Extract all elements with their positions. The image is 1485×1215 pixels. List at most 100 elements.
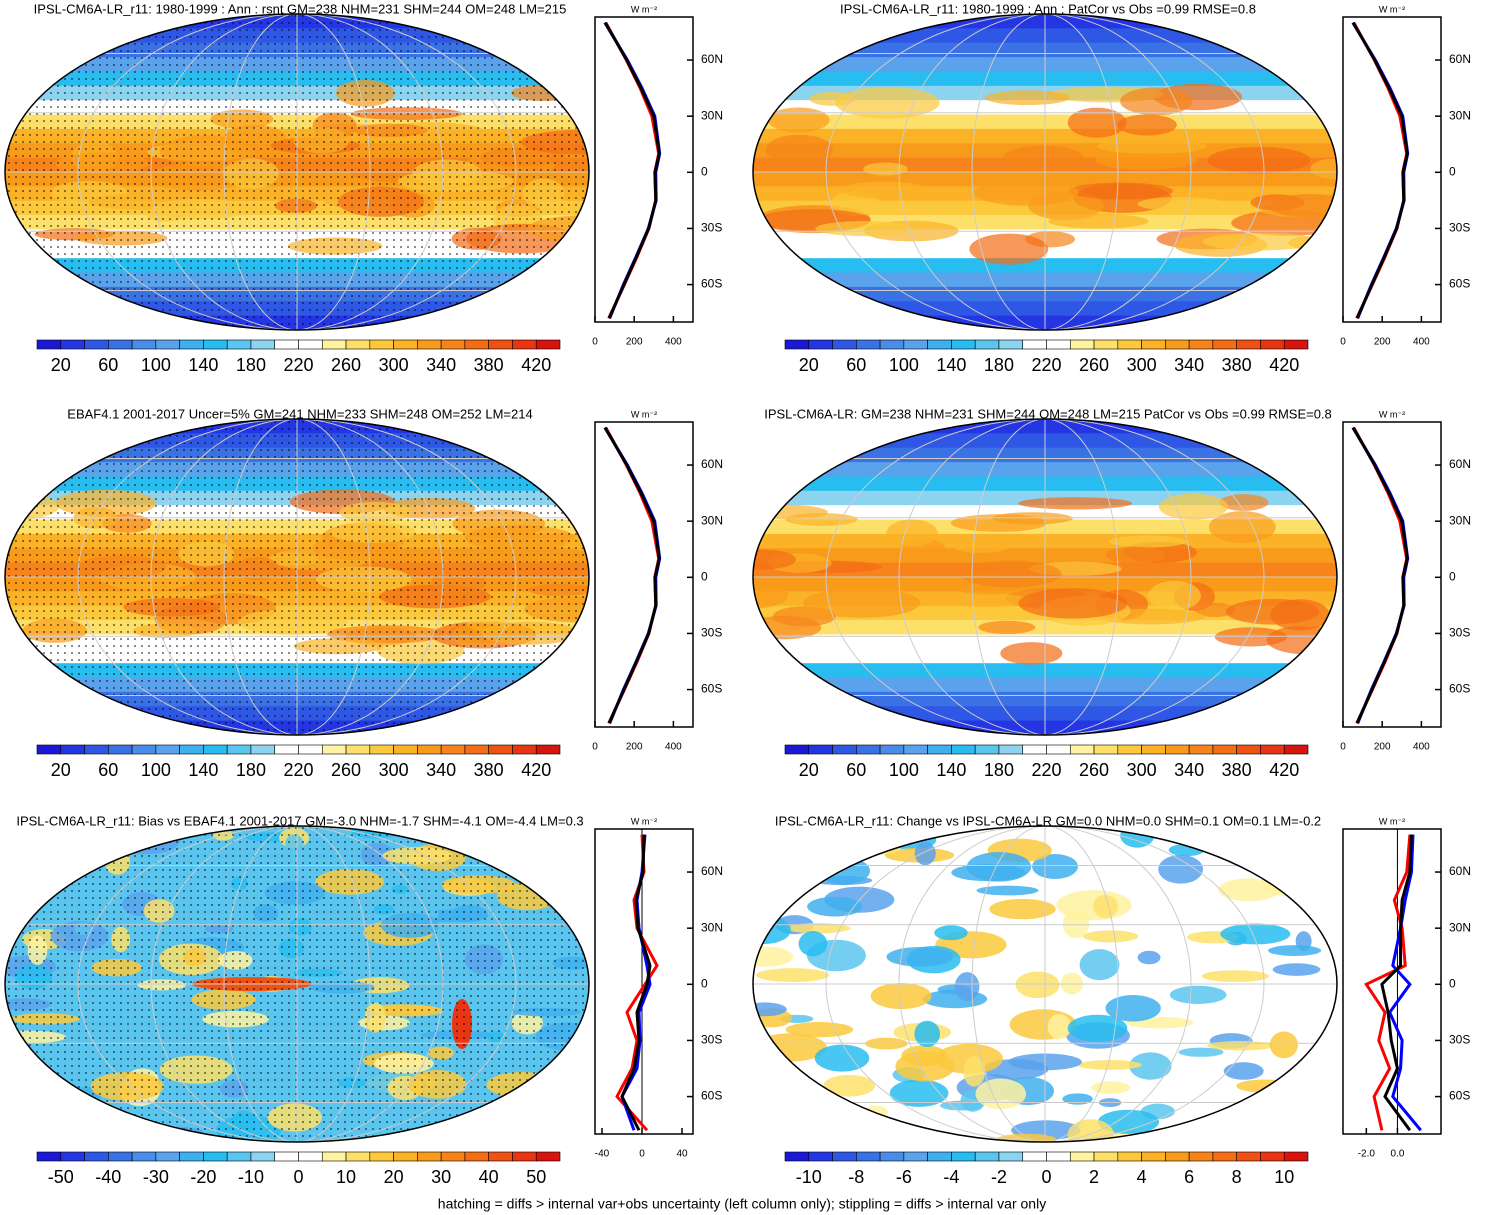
field-blob <box>1219 494 1269 511</box>
colorbar-box <box>203 1151 228 1162</box>
field-blob <box>1210 1110 1265 1135</box>
colorbar-box <box>108 744 133 755</box>
colorbar-label: 0 <box>1041 1167 1051 1187</box>
colorbar-label: 20 <box>384 1167 404 1187</box>
field-blob <box>985 90 1070 106</box>
field-blob <box>1158 854 1204 884</box>
field-blob <box>790 838 865 864</box>
profile-line <box>1380 834 1413 1132</box>
profile-unit: W m⁻² <box>1379 816 1405 826</box>
colorbar-label: 50 <box>526 1167 546 1187</box>
colorbar-box <box>856 1151 881 1162</box>
x-tick-label: 0 <box>1340 742 1346 753</box>
field-blob <box>548 862 589 887</box>
profile-line <box>603 21 661 319</box>
colorbar-box <box>84 744 109 755</box>
field-blob <box>1095 149 1198 170</box>
colorbar-box <box>879 339 905 350</box>
colorbar-box <box>393 339 418 350</box>
colorbar-label: -8 <box>848 1167 864 1187</box>
colorbar-label: 300 <box>1127 760 1157 780</box>
colorbar-box <box>784 339 810 350</box>
x-tick-label: 400 <box>1413 337 1430 348</box>
x-tick-label: 0 <box>639 1149 645 1160</box>
profile-frame <box>594 828 694 1135</box>
colorbar-label: 6 <box>1184 1167 1194 1187</box>
colorbar-box <box>927 744 952 755</box>
colorbar-label: 140 <box>936 760 966 780</box>
colorbar-box <box>1093 339 1119 350</box>
field-blob <box>996 1133 1057 1142</box>
colorbar-box <box>440 339 466 350</box>
colorbar-label: 30 <box>431 1167 451 1187</box>
field-blob <box>753 549 797 570</box>
colorbar-box <box>321 744 347 755</box>
field-blob <box>914 1020 941 1048</box>
colorbar-box <box>108 339 133 350</box>
colorbar-box <box>1212 339 1237 350</box>
field-blob <box>35 1084 70 1100</box>
map-field <box>5 14 589 330</box>
colorbar-box <box>1188 744 1214 755</box>
field-blob <box>1270 599 1330 631</box>
field-blob <box>1093 894 1118 919</box>
colorbar-label: 300 <box>379 355 409 375</box>
colorbar-box <box>488 1151 513 1162</box>
colorbar-box <box>179 744 204 755</box>
footnote: hatching = diffs > internal var+obs unce… <box>438 1196 1046 1212</box>
field-blob <box>543 1077 589 1109</box>
colorbar-box <box>784 1151 810 1162</box>
field-blob <box>1091 1081 1131 1095</box>
panel-title: IPSL-CM6A-LR_r11: 1980-1999 : Ann : rsnt… <box>34 1 567 16</box>
colorbar-label: 260 <box>1079 355 1109 375</box>
colorbar-box <box>203 744 228 755</box>
meridian <box>223 14 371 330</box>
field-blob <box>1301 1095 1337 1118</box>
field-blob <box>1068 182 1174 200</box>
field-blob <box>960 560 1062 588</box>
field-blob <box>954 972 980 1002</box>
profile-line <box>1351 426 1409 724</box>
field-blob <box>835 86 940 119</box>
field-blob <box>1077 1060 1142 1070</box>
y-tick-label: 30S <box>701 626 722 640</box>
field-blob <box>1067 107 1127 138</box>
colorbar-label: -40 <box>95 1167 121 1187</box>
colorbar-label: 0 <box>293 1167 303 1187</box>
y-tick-label: 30N <box>1449 513 1471 527</box>
colorbar-box <box>535 339 561 350</box>
field-blob <box>886 946 954 967</box>
meridian <box>77 826 517 1142</box>
field-blob <box>1120 87 1193 116</box>
y-tick-label: 0 <box>1449 569 1456 583</box>
colorbar-box <box>369 339 394 350</box>
field-blob <box>1220 923 1291 945</box>
field-blob <box>1283 830 1337 841</box>
panel-title: IPSL-CM6A-LR_r11: Bias vs EBAF4.1 2001-2… <box>16 813 583 828</box>
field-blob <box>5 1080 61 1100</box>
colorbar-box <box>856 744 881 755</box>
colorbar-box <box>1117 339 1142 350</box>
field-blob <box>522 1127 589 1141</box>
y-tick-label: 30S <box>1449 221 1470 235</box>
field-blob <box>798 931 828 957</box>
field-blob <box>753 581 789 609</box>
colorbar-box <box>1117 1151 1142 1162</box>
map-outline <box>752 13 1338 331</box>
colorbar-box <box>250 1151 276 1162</box>
profile-line <box>1351 21 1410 319</box>
field-blob <box>1129 1052 1172 1080</box>
field-blob <box>1018 497 1133 510</box>
map-field <box>5 826 589 1142</box>
colorbar-box <box>1046 1151 1071 1162</box>
field-blob <box>1208 511 1276 544</box>
colorbar-box <box>179 339 204 350</box>
profile-line <box>603 426 661 724</box>
colorbar-box <box>974 339 1000 350</box>
colorbar-label: 8 <box>1232 1167 1242 1187</box>
colorbar-box <box>36 1151 62 1162</box>
field-blob <box>1268 945 1322 956</box>
colorbar-label: 260 <box>331 760 361 780</box>
field-blob <box>550 899 589 912</box>
